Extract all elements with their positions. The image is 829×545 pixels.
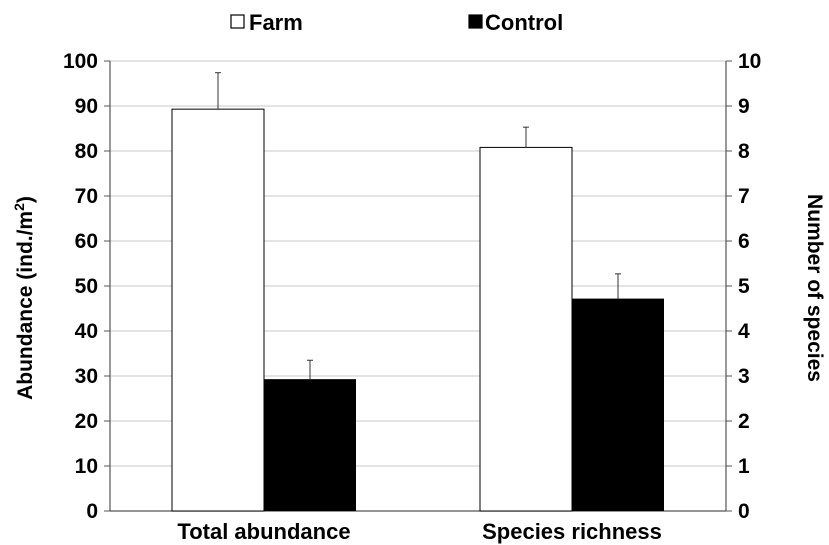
left-tick-label: 0 xyxy=(86,500,98,523)
left-tick-label: 50 xyxy=(75,275,98,298)
left-axis-tick-labels: 0 10 20 30 40 50 60 70 80 90 100 xyxy=(63,50,98,523)
right-tick-label: 2 xyxy=(738,410,750,433)
legend-item-control: Control xyxy=(468,10,563,35)
left-tick-label: 60 xyxy=(75,230,98,253)
right-tick-label: 7 xyxy=(738,185,750,208)
category-label: Total abundance xyxy=(177,519,350,544)
right-tick-label: 0 xyxy=(738,500,750,523)
category-labels: Total abundance Species richness xyxy=(177,519,661,544)
left-tick-label: 80 xyxy=(75,140,98,163)
left-axis-title-text: Abundance (ind./m xyxy=(14,211,37,400)
right-tick-label: 10 xyxy=(738,50,761,73)
legend-label-control: Control xyxy=(485,10,563,35)
left-tick-label: 10 xyxy=(75,455,98,478)
bar-farm-species-richness xyxy=(479,146,573,512)
right-tick-label: 5 xyxy=(738,275,750,298)
right-tick-label: 4 xyxy=(738,320,750,343)
right-axis-tick-labels: 0 1 2 3 4 5 6 7 8 9 10 xyxy=(738,50,761,523)
right-tick-label: 8 xyxy=(738,140,750,163)
error-bars xyxy=(215,72,621,380)
right-tick-label: 3 xyxy=(738,365,750,388)
legend: Farm Control xyxy=(230,10,563,35)
category-label: Species richness xyxy=(482,519,662,544)
left-tick-label: 40 xyxy=(75,320,98,343)
bar-control-species-richness xyxy=(572,298,664,511)
left-tick-label: 90 xyxy=(75,95,98,118)
left-tick-label: 20 xyxy=(75,410,98,433)
left-tick-label: 30 xyxy=(75,365,98,388)
legend-swatch-control xyxy=(468,14,483,29)
right-tick-label: 9 xyxy=(738,95,750,118)
right-tick-label: 1 xyxy=(738,455,750,478)
legend-label-farm: Farm xyxy=(249,10,303,35)
bar-control-total-abundance xyxy=(264,379,356,511)
left-tick-label: 70 xyxy=(75,185,98,208)
bar-farm-total-abundance xyxy=(171,108,265,512)
right-axis-title: Number of species xyxy=(803,194,826,382)
legend-item-farm: Farm xyxy=(230,10,303,35)
right-tick-label: 6 xyxy=(738,230,750,253)
bars xyxy=(171,108,664,512)
left-axis-title-suffix: ) xyxy=(14,196,37,203)
left-axis-title-superscript: 2 xyxy=(11,203,27,211)
left-axis-title: Abundance (ind./m2) xyxy=(11,196,37,400)
left-tick-label: 100 xyxy=(63,50,98,73)
legend-swatch-farm xyxy=(230,14,245,29)
